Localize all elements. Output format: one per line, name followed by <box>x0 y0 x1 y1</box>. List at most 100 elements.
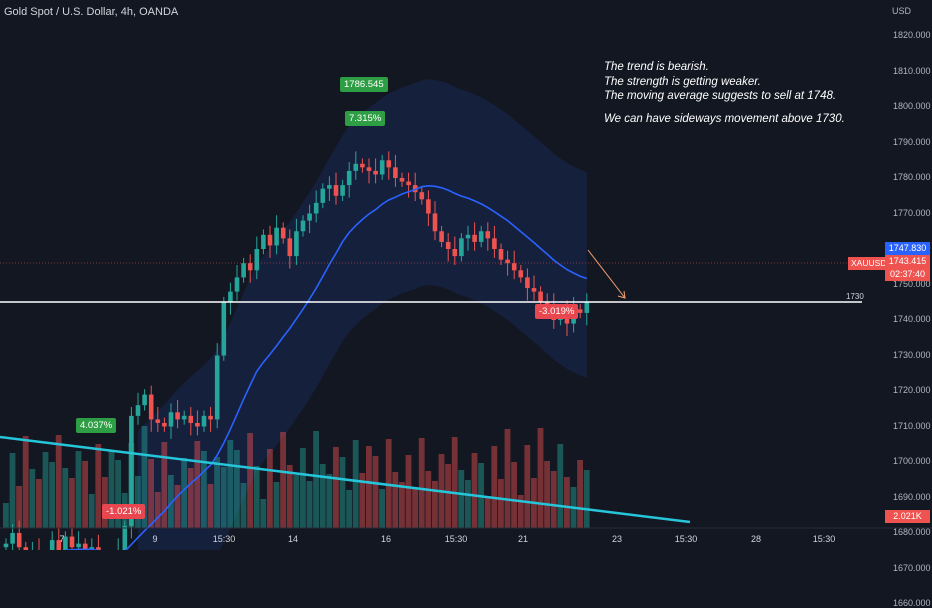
price-tick: 1790.000 <box>893 136 931 147</box>
volume-bar <box>405 455 412 528</box>
candle-body <box>313 202 319 214</box>
volume-bar <box>42 452 49 528</box>
candle-body <box>307 213 312 221</box>
volume-bar <box>451 437 458 528</box>
time-tick: 23 <box>611 534 623 544</box>
price-tick: 1780.000 <box>893 172 931 182</box>
volume-bar <box>214 457 220 528</box>
candle-body <box>10 533 15 544</box>
volume-bar <box>412 488 418 528</box>
volume-bar <box>154 492 161 528</box>
candle-body <box>208 415 213 420</box>
candle-body <box>188 415 194 423</box>
time-tick: 15:30 <box>812 534 836 544</box>
candle-body <box>445 241 451 249</box>
price-tick: 1800.000 <box>893 101 931 111</box>
volume-bar <box>300 448 306 528</box>
candle-body <box>142 394 147 406</box>
volume-bar <box>392 472 399 528</box>
candle-body <box>23 547 29 550</box>
volume-bar <box>471 453 478 528</box>
price-tick: 1660.000 <box>893 598 931 608</box>
volume-bar <box>82 461 88 528</box>
price-tick: 1680.000 <box>893 527 931 537</box>
band-area <box>138 79 587 550</box>
candle-body <box>294 231 299 257</box>
candle-body <box>181 415 187 420</box>
volume-bar <box>75 451 82 528</box>
candle-body <box>168 412 174 427</box>
volume-bar <box>306 481 313 528</box>
note-line: The strength is getting weaker. <box>604 75 761 88</box>
candle-body <box>426 199 431 214</box>
volume-bar <box>280 432 286 528</box>
volume-bar <box>253 466 260 528</box>
forecast-arrow <box>587 249 626 299</box>
price-tick: 1720.000 <box>893 385 931 395</box>
price-tick: 1670.000 <box>893 562 931 573</box>
volume-bar <box>385 439 392 528</box>
volume-bar <box>220 467 227 528</box>
candle-body <box>261 234 266 249</box>
time-tick: 28 <box>750 534 762 544</box>
volume-bar <box>62 468 69 528</box>
volume-bar <box>286 465 293 528</box>
volume-bar <box>227 440 234 528</box>
candle-body <box>472 234 477 242</box>
candle-body <box>485 231 491 239</box>
time-tick: 15:30 <box>444 534 468 544</box>
volume-bar <box>55 435 62 528</box>
volume-bar <box>201 451 207 528</box>
time-tick: 14 <box>287 534 299 544</box>
candle-body <box>531 288 537 292</box>
volume-bar <box>445 464 451 528</box>
candle-body <box>82 543 88 550</box>
time-axis[interactable]: 7 9 15:30 14 16 15:30 21 23 15:30 28 15:30 <box>0 529 884 550</box>
candle-body <box>439 231 444 242</box>
volume-bar <box>273 482 280 528</box>
volume-bar <box>22 436 29 528</box>
volume-bar <box>135 476 141 528</box>
last-price-value: 1743.415 <box>888 256 927 266</box>
candle-body <box>274 227 279 246</box>
volume-bar <box>260 499 267 528</box>
analysis-notes: The trend is bearish. The strength is ge… <box>604 60 845 126</box>
price-tick: 1770.000 <box>893 207 931 218</box>
candle-body <box>129 415 134 526</box>
volume-bar <box>399 482 405 528</box>
ma-value-badge: 1747.830 <box>885 242 930 255</box>
volume-bar <box>326 474 333 528</box>
candle-body <box>148 394 154 420</box>
volume-bar <box>16 486 22 528</box>
low-percent-tag: -3.019% <box>535 304 579 319</box>
candle-body <box>432 213 438 232</box>
candle-body <box>228 291 233 303</box>
volume-bar <box>418 438 425 528</box>
candle-body <box>386 160 392 168</box>
candle-body <box>3 543 9 548</box>
left-up-percent-tag: 4.037% <box>76 418 117 433</box>
price-tick: 1820.000 <box>893 30 931 40</box>
volume-bar <box>207 484 214 528</box>
candle-body <box>320 188 326 203</box>
candle-body <box>49 540 55 550</box>
volume-bar <box>240 483 247 528</box>
candle-body <box>525 277 530 289</box>
time-tick: 15:30 <box>212 534 236 544</box>
volume-bar <box>88 494 95 528</box>
volume-bar <box>583 470 590 528</box>
volume-bar <box>458 470 465 528</box>
volume-bar <box>577 460 583 528</box>
volume-bar <box>69 478 75 528</box>
volume-bar <box>161 442 168 528</box>
time-tick: 15:30 <box>674 534 698 544</box>
candle-body <box>538 291 543 303</box>
volume-bar <box>557 444 564 528</box>
candle-body <box>478 231 484 242</box>
volume-bar <box>247 433 253 528</box>
volume-badge: 2.021K <box>885 510 930 523</box>
candle-body <box>162 422 167 427</box>
volume-bar <box>372 456 379 528</box>
candle-body <box>122 525 128 550</box>
level-label: 1730 <box>846 292 864 301</box>
